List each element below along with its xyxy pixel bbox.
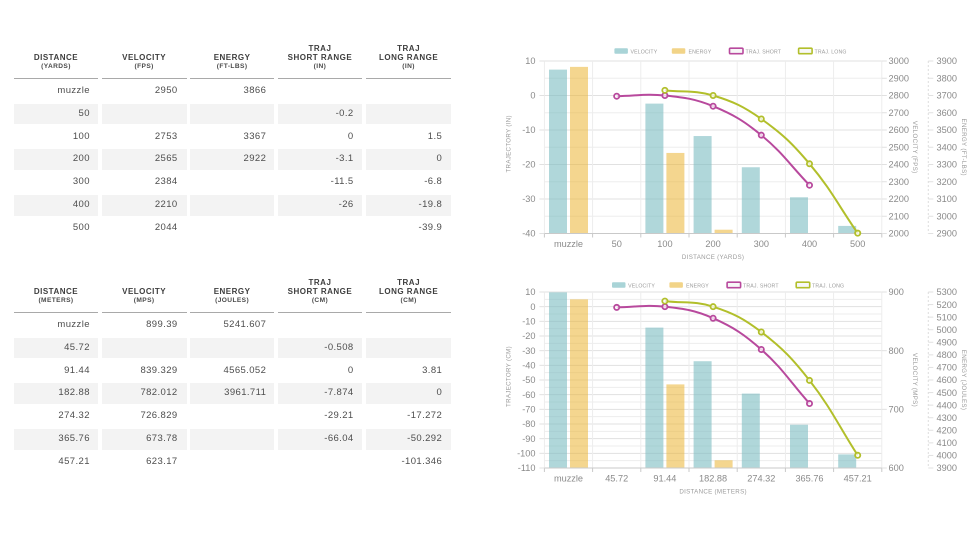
svg-text:2300: 2300 bbox=[889, 177, 909, 187]
svg-text:2000: 2000 bbox=[889, 229, 909, 239]
svg-text:muzzle: muzzle bbox=[554, 239, 583, 249]
svg-text:-80: -80 bbox=[522, 419, 535, 429]
svg-text:3500: 3500 bbox=[937, 125, 957, 135]
svg-text:ENERGY: ENERGY bbox=[689, 49, 712, 55]
svg-text:182.88: 182.88 bbox=[699, 474, 727, 484]
svg-text:5200: 5200 bbox=[937, 300, 957, 310]
svg-text:4300: 4300 bbox=[937, 413, 957, 423]
svg-text:VELOCITY (MPS): VELOCITY (MPS) bbox=[911, 353, 918, 407]
svg-text:800: 800 bbox=[889, 346, 904, 356]
svg-text:DISTANCE (METERS): DISTANCE (METERS) bbox=[679, 489, 747, 496]
svg-text:10: 10 bbox=[525, 56, 535, 66]
svg-text:3300: 3300 bbox=[937, 160, 957, 170]
svg-text:700: 700 bbox=[889, 405, 904, 415]
svg-text:50: 50 bbox=[612, 239, 622, 249]
svg-text:ENERGY: ENERGY bbox=[686, 283, 709, 289]
svg-text:-10: -10 bbox=[522, 317, 535, 327]
svg-text:VELOCITY (FPS): VELOCITY (FPS) bbox=[911, 121, 918, 174]
svg-text:3200: 3200 bbox=[937, 177, 957, 187]
svg-text:TRAJ. SHORT: TRAJ. SHORT bbox=[746, 49, 782, 55]
svg-text:5000: 5000 bbox=[937, 325, 957, 335]
svg-text:900: 900 bbox=[889, 287, 904, 297]
svg-text:4200: 4200 bbox=[937, 425, 957, 435]
svg-text:3900: 3900 bbox=[937, 463, 957, 473]
svg-text:-20: -20 bbox=[522, 160, 535, 170]
svg-text:3600: 3600 bbox=[937, 108, 957, 118]
svg-text:100: 100 bbox=[657, 239, 672, 249]
svg-text:4700: 4700 bbox=[937, 363, 957, 373]
svg-text:10: 10 bbox=[525, 287, 535, 297]
svg-text:2200: 2200 bbox=[889, 194, 909, 204]
svg-text:-30: -30 bbox=[522, 346, 535, 356]
svg-text:TRAJ. LONG: TRAJ. LONG bbox=[815, 49, 847, 55]
svg-text:muzzle: muzzle bbox=[554, 474, 583, 484]
svg-text:4100: 4100 bbox=[937, 438, 957, 448]
svg-text:2900: 2900 bbox=[889, 73, 909, 83]
svg-text:2400: 2400 bbox=[889, 160, 909, 170]
svg-text:-30: -30 bbox=[522, 194, 535, 204]
svg-text:600: 600 bbox=[889, 463, 904, 473]
svg-text:91.44: 91.44 bbox=[653, 474, 676, 484]
svg-text:-10: -10 bbox=[522, 125, 535, 135]
svg-text:5300: 5300 bbox=[937, 287, 957, 297]
svg-text:VELOCITY: VELOCITY bbox=[628, 283, 655, 289]
svg-text:200: 200 bbox=[705, 239, 720, 249]
svg-text:2700: 2700 bbox=[889, 108, 909, 118]
svg-text:5100: 5100 bbox=[937, 312, 957, 322]
svg-text:400: 400 bbox=[802, 239, 817, 249]
svg-text:-50: -50 bbox=[522, 375, 535, 385]
svg-text:2900: 2900 bbox=[937, 229, 957, 239]
svg-text:ENERGY (FT-LBS): ENERGY (FT-LBS) bbox=[960, 119, 967, 176]
svg-text:-100: -100 bbox=[517, 449, 535, 459]
svg-text:TRAJECTORY (CM): TRAJECTORY (CM) bbox=[506, 346, 513, 407]
svg-text:4800: 4800 bbox=[937, 350, 957, 360]
svg-text:-70: -70 bbox=[522, 405, 535, 415]
svg-text:4400: 4400 bbox=[937, 400, 957, 410]
svg-text:457.21: 457.21 bbox=[844, 474, 872, 484]
svg-text:TRAJ. SHORT: TRAJ. SHORT bbox=[743, 283, 779, 289]
svg-text:3800: 3800 bbox=[937, 73, 957, 83]
svg-text:274.32: 274.32 bbox=[747, 474, 775, 484]
svg-text:-40: -40 bbox=[522, 361, 535, 371]
svg-text:500: 500 bbox=[850, 239, 865, 249]
svg-text:2100: 2100 bbox=[889, 211, 909, 221]
svg-text:2500: 2500 bbox=[889, 142, 909, 152]
svg-text:-110: -110 bbox=[518, 463, 536, 473]
svg-text:2800: 2800 bbox=[889, 91, 909, 101]
svg-text:3000: 3000 bbox=[889, 56, 909, 66]
svg-text:-60: -60 bbox=[522, 390, 535, 400]
svg-text:4600: 4600 bbox=[937, 375, 957, 385]
svg-text:-40: -40 bbox=[522, 229, 535, 239]
svg-text:365.76: 365.76 bbox=[795, 474, 823, 484]
svg-text:4900: 4900 bbox=[937, 337, 957, 347]
svg-text:3700: 3700 bbox=[937, 91, 957, 101]
svg-text:TRAJ. LONG: TRAJ. LONG bbox=[812, 283, 844, 289]
svg-text:3400: 3400 bbox=[937, 142, 957, 152]
svg-text:3100: 3100 bbox=[937, 194, 957, 204]
svg-text:3000: 3000 bbox=[937, 211, 957, 221]
svg-text:DISTANCE (YARDS): DISTANCE (YARDS) bbox=[682, 254, 744, 261]
svg-text:3900: 3900 bbox=[937, 56, 957, 66]
svg-text:0: 0 bbox=[530, 302, 535, 312]
svg-text:2600: 2600 bbox=[889, 125, 909, 135]
svg-text:4000: 4000 bbox=[937, 451, 957, 461]
svg-text:VELOCITY: VELOCITY bbox=[631, 49, 658, 55]
svg-text:TRAJECTORY (IN): TRAJECTORY (IN) bbox=[506, 115, 513, 172]
svg-text:ENERGY (JOULES): ENERGY (JOULES) bbox=[960, 350, 967, 410]
svg-text:4500: 4500 bbox=[937, 388, 957, 398]
svg-text:45.72: 45.72 bbox=[605, 474, 628, 484]
svg-text:0: 0 bbox=[530, 91, 535, 101]
svg-text:-90: -90 bbox=[522, 434, 535, 444]
svg-text:-20: -20 bbox=[522, 331, 535, 341]
svg-text:300: 300 bbox=[754, 239, 769, 249]
